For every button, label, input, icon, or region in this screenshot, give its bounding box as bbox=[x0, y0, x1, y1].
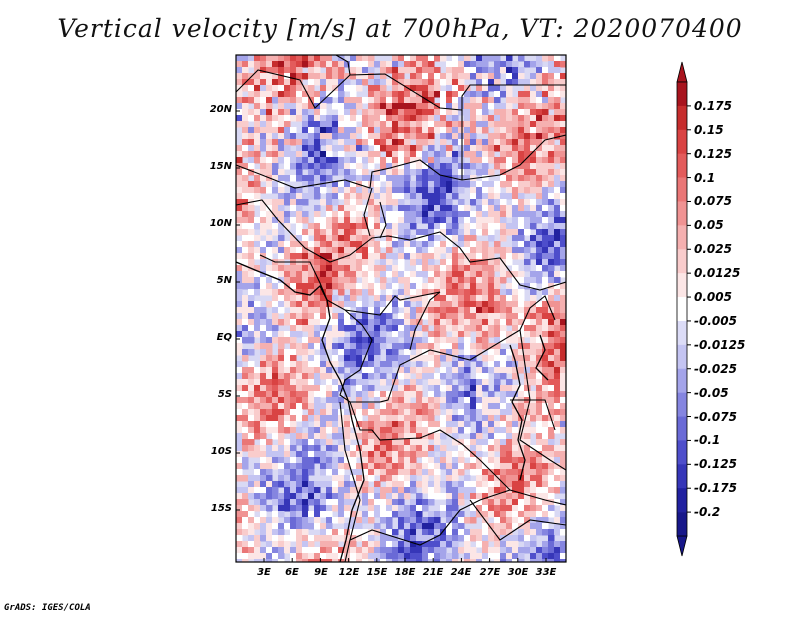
colorbar-label: 0.125 bbox=[694, 146, 732, 161]
colorbar-label: -0.005 bbox=[694, 313, 737, 328]
colorbar-segment bbox=[677, 297, 687, 322]
colorbar-segment bbox=[677, 129, 687, 154]
colorbar-segment bbox=[677, 392, 687, 417]
colorbar-segment bbox=[677, 416, 687, 441]
lat-label-10s: 10S bbox=[210, 446, 232, 457]
colorbar-segment bbox=[677, 153, 687, 178]
colorbar-segment bbox=[677, 249, 687, 274]
colorbar-label: 0.075 bbox=[694, 194, 732, 209]
map-title: Vertical velocity [m/s] at 700hPa, VT: 2… bbox=[57, 14, 743, 43]
colorbar-segment bbox=[677, 512, 687, 537]
colorbar-label: -0.2 bbox=[694, 505, 721, 520]
colorbar-label: 0.05 bbox=[694, 218, 724, 233]
colorbar-label: 0.175 bbox=[694, 98, 732, 113]
colorbar-label: -0.0125 bbox=[694, 337, 746, 352]
colorbar-segment bbox=[677, 464, 687, 489]
lon-label-33e: 33E bbox=[535, 567, 557, 578]
colorbar-frame bbox=[676, 81, 688, 537]
map-frame bbox=[235, 54, 567, 563]
colorbar-segment bbox=[677, 440, 687, 465]
lat-label-eq: EQ bbox=[216, 332, 232, 343]
colorbar-label: -0.175 bbox=[694, 481, 737, 496]
colorbar bbox=[676, 61, 691, 557]
colorbar-segment bbox=[677, 344, 687, 370]
colorbar-min-arrow bbox=[676, 535, 688, 557]
coastline bbox=[236, 261, 549, 562]
lat-label-15n: 15N bbox=[209, 161, 232, 172]
colorbar-segment bbox=[677, 320, 687, 346]
colorbar-label: -0.025 bbox=[694, 361, 737, 376]
colorbar-segment bbox=[677, 225, 687, 250]
colorbar-label: -0.125 bbox=[694, 457, 737, 472]
lon-label-18e: 18E bbox=[394, 567, 416, 578]
colorbar-label: 0.005 bbox=[694, 290, 732, 305]
lon-label-30e: 30E bbox=[507, 567, 529, 578]
colorbar-segment bbox=[677, 82, 687, 107]
colorbar-segment bbox=[677, 273, 687, 298]
lon-label-21e: 21E bbox=[422, 567, 444, 578]
lon-label-27e: 27E bbox=[479, 567, 501, 578]
lon-label-9e: 9E bbox=[314, 567, 328, 578]
colorbar-label: 0.15 bbox=[694, 122, 724, 137]
axis-ticks bbox=[236, 110, 547, 562]
country-borders bbox=[236, 55, 566, 562]
colorbar-segment bbox=[677, 201, 687, 226]
lon-label-15e: 15E bbox=[366, 567, 388, 578]
colorbar-label: -0.05 bbox=[694, 385, 729, 400]
colorbar-label: 0.1 bbox=[694, 170, 716, 185]
footer-credit: GrADS: IGES/COLA bbox=[4, 603, 91, 613]
colorbar-segment bbox=[677, 105, 687, 131]
lon-label-6e: 6E bbox=[285, 567, 299, 578]
colorbar-label: -0.1 bbox=[694, 433, 721, 448]
lat-label-15s: 15S bbox=[210, 503, 232, 514]
lat-label-20n: 20N bbox=[209, 104, 232, 115]
colorbar-label: -0.075 bbox=[694, 409, 737, 424]
colorbar-max-arrow bbox=[676, 61, 688, 83]
lat-label-10n: 10N bbox=[209, 218, 232, 229]
lon-label-3e: 3E bbox=[257, 567, 271, 578]
colorbar-segment bbox=[677, 177, 687, 202]
colorbar-label: 0.0125 bbox=[694, 266, 741, 281]
lat-label-5n: 5N bbox=[216, 275, 232, 286]
colorbar-segment bbox=[677, 368, 687, 393]
colorbar-segment bbox=[677, 488, 687, 513]
vertical-velocity-field bbox=[236, 55, 566, 562]
lat-label-5s: 5S bbox=[217, 389, 232, 400]
colorbar-label: 0.025 bbox=[694, 242, 732, 257]
lon-label-12e: 12E bbox=[338, 567, 360, 578]
lon-label-24e: 24E bbox=[450, 567, 472, 578]
